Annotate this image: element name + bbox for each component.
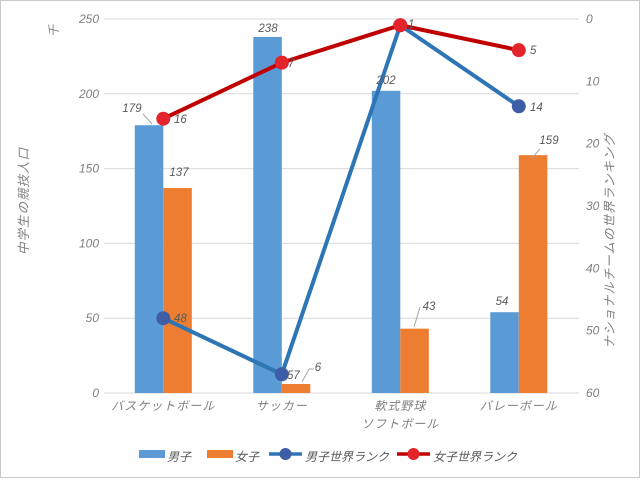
marker-girls-world-rank-soccer <box>274 55 289 70</box>
bar-label-boys-volleyball: 54 <box>496 296 509 308</box>
legend-label-boys: 男子 <box>167 450 192 464</box>
label-leader-line <box>301 368 314 383</box>
right-tick-label: 10 <box>586 74 600 88</box>
left-tick-label: 250 <box>78 12 99 26</box>
bar-label-boys-basketball: 179 <box>122 103 142 115</box>
bar-boys-soccer <box>253 36 282 394</box>
legend-marker-girls-world-rank <box>407 448 420 460</box>
label-leader-line <box>142 113 153 125</box>
legend-label-girls-world-rank: 女子世界ランク <box>433 450 518 464</box>
bar-series-boys <box>134 36 519 394</box>
legend-marker-boys-world-rank <box>279 448 292 460</box>
legend-label-girls: 女子 <box>235 450 260 464</box>
legend: 男子 女子 男子世界ランク 女子世界ランク <box>139 448 518 464</box>
bar-boys-baseball-softball <box>371 90 401 394</box>
category-label-baseball-softball: 軟式野球 <box>374 399 427 413</box>
bar-label-girls-soccer: 6 <box>315 362 322 374</box>
bar-series-girls <box>163 155 548 393</box>
line-label-girls-world-rank-volleyball: 5 <box>530 45 537 57</box>
left-tick-label: 150 <box>79 162 99 176</box>
marker-girls-world-rank-volleyball <box>511 43 526 58</box>
bar-label-boys-baseball-softball: 202 <box>375 75 396 87</box>
bar-girls-volleyball <box>518 155 548 393</box>
right-tick-label: 50 <box>586 324 600 338</box>
line-label-boys-world-rank-soccer: 57 <box>287 370 300 382</box>
left-axis-unit-label: 千 <box>47 24 61 37</box>
marker-boys-world-rank-volleyball <box>511 99 526 114</box>
left-tick-label: 0 <box>92 386 99 400</box>
line-label-boys-world-rank-basketball: 48 <box>174 313 187 325</box>
legend-swatch-boys <box>139 450 165 458</box>
bar-girls-basketball <box>163 188 192 393</box>
category-label-basketball: バスケットボール <box>111 399 215 413</box>
left-axis-title: 中学生の競技人口 <box>17 147 31 256</box>
right-axis-ticks: 0 10 20 30 40 50 60 <box>585 12 600 400</box>
bar-data-labels: 179 238 202 54 137 6 43 159 <box>122 23 559 383</box>
marker-boys-world-rank-basketball <box>156 311 171 326</box>
bar-label-boys-soccer: 238 <box>257 23 278 35</box>
left-tick-label: 200 <box>78 87 99 101</box>
label-leader-line <box>413 306 421 328</box>
right-tick-label: 40 <box>586 261 600 275</box>
marker-girls-world-rank-baseball-softball <box>393 18 408 33</box>
line-label-girls-world-rank-soccer: 7 <box>288 58 295 70</box>
legend-label-boys-world-rank: 男子世界ランク <box>305 450 390 464</box>
marker-girls-world-rank-basketball <box>156 111 171 126</box>
category-label-volleyball: バレーボール <box>480 399 558 413</box>
line-boys-world-rank <box>161 23 521 377</box>
label-leader-line <box>531 148 541 159</box>
line-data-labels: 48 57 14 16 7 1 5 <box>174 19 543 382</box>
bar-girls-soccer <box>281 384 311 393</box>
line-label-girls-world-rank-baseball-softball: 1 <box>408 19 414 31</box>
right-tick-label: 0 <box>586 12 593 26</box>
bar-label-girls-baseball-softball: 43 <box>423 301 436 313</box>
left-tick-label: 100 <box>79 236 99 250</box>
category-label-baseball-softball: ソフトボール <box>361 417 439 431</box>
bar-label-girls-volleyball: 159 <box>539 135 559 147</box>
left-tick-label: 50 <box>86 311 100 325</box>
right-tick-label: 60 <box>586 386 600 400</box>
bar-boys-basketball <box>134 125 164 393</box>
left-axis-ticks: 0 50 100 150 200 250 <box>78 12 99 400</box>
category-label-soccer: サッカー <box>256 399 308 413</box>
line-girls-world-rank <box>161 23 521 121</box>
bar-boys-volleyball <box>490 312 519 393</box>
line-label-boys-world-rank-volleyball: 14 <box>530 102 543 114</box>
right-tick-label: 20 <box>585 137 600 151</box>
right-tick-label: 30 <box>586 199 600 213</box>
marker-boys-world-rank-soccer <box>274 367 289 382</box>
bar-girls-baseball-softball <box>400 328 429 393</box>
bar-label-girls-basketball: 137 <box>169 167 189 179</box>
right-axis-title: ナショナルチームの世界ランキング <box>603 132 617 349</box>
line-label-girls-world-rank-basketball: 16 <box>174 114 187 126</box>
legend-swatch-girls <box>207 450 233 458</box>
